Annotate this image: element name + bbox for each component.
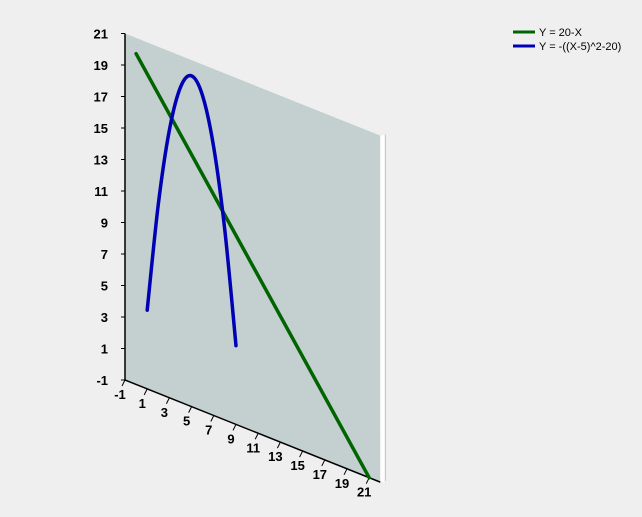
legend-label-1: Y = 20-X xyxy=(539,27,583,39)
x-tick-label: 13 xyxy=(268,449,282,464)
x-tick-mark xyxy=(165,397,170,404)
x-tick-mark xyxy=(188,406,193,413)
x-tick-label: 21 xyxy=(357,485,371,500)
x-tick-label: 7 xyxy=(205,423,212,438)
x-tick-mark xyxy=(143,388,148,396)
series-line-2 xyxy=(145,73,238,348)
plot-wall-edge xyxy=(380,134,386,483)
y-tick-label: 15 xyxy=(94,121,108,136)
y-tick-label: 17 xyxy=(94,90,108,105)
y-tick-label: 11 xyxy=(94,184,108,199)
y-tick-label: 21 xyxy=(94,27,108,42)
plot-wall-face xyxy=(125,33,381,483)
x-tick-mark xyxy=(254,433,259,440)
x-tick-mark xyxy=(232,424,237,431)
series-lines xyxy=(134,51,371,480)
x-tick-mark xyxy=(343,468,348,476)
x-tick-label: 11 xyxy=(246,440,260,455)
x-tick-label: -1 xyxy=(114,387,126,402)
x-tick-mark xyxy=(121,379,126,387)
x-tick-label: 19 xyxy=(335,476,349,491)
y-tick-label: 1 xyxy=(101,342,108,357)
x-tick-label: 9 xyxy=(227,431,234,446)
x-tick-mark xyxy=(210,415,215,422)
x-tick-label: 15 xyxy=(290,458,304,473)
plot-wall xyxy=(125,33,386,483)
x-tick-label: 1 xyxy=(139,396,146,411)
x-tick-mark xyxy=(299,450,304,458)
y-tick-label: 13 xyxy=(94,153,108,168)
legend-label-2: Y = -((X-5)^2-20) xyxy=(539,41,621,53)
x-tick-label: 5 xyxy=(183,414,190,429)
x-tick-label: 17 xyxy=(313,467,327,482)
y-tick-label: 7 xyxy=(101,247,108,262)
y-tick-label: 9 xyxy=(101,216,108,231)
y-tick-label: 19 xyxy=(94,58,108,73)
legend: Y = 20-X Y = -((X-5)^2-20) xyxy=(513,27,621,53)
x-tick-mark xyxy=(321,459,326,467)
x-tick-mark xyxy=(276,441,281,449)
y-tick-label: 5 xyxy=(101,279,108,294)
x-tick-label: 3 xyxy=(161,405,168,420)
x-axis-line xyxy=(124,379,381,483)
series-line-1 xyxy=(134,51,371,480)
y-tick-label: -1 xyxy=(96,373,108,388)
y-tick-label: 3 xyxy=(101,310,108,325)
